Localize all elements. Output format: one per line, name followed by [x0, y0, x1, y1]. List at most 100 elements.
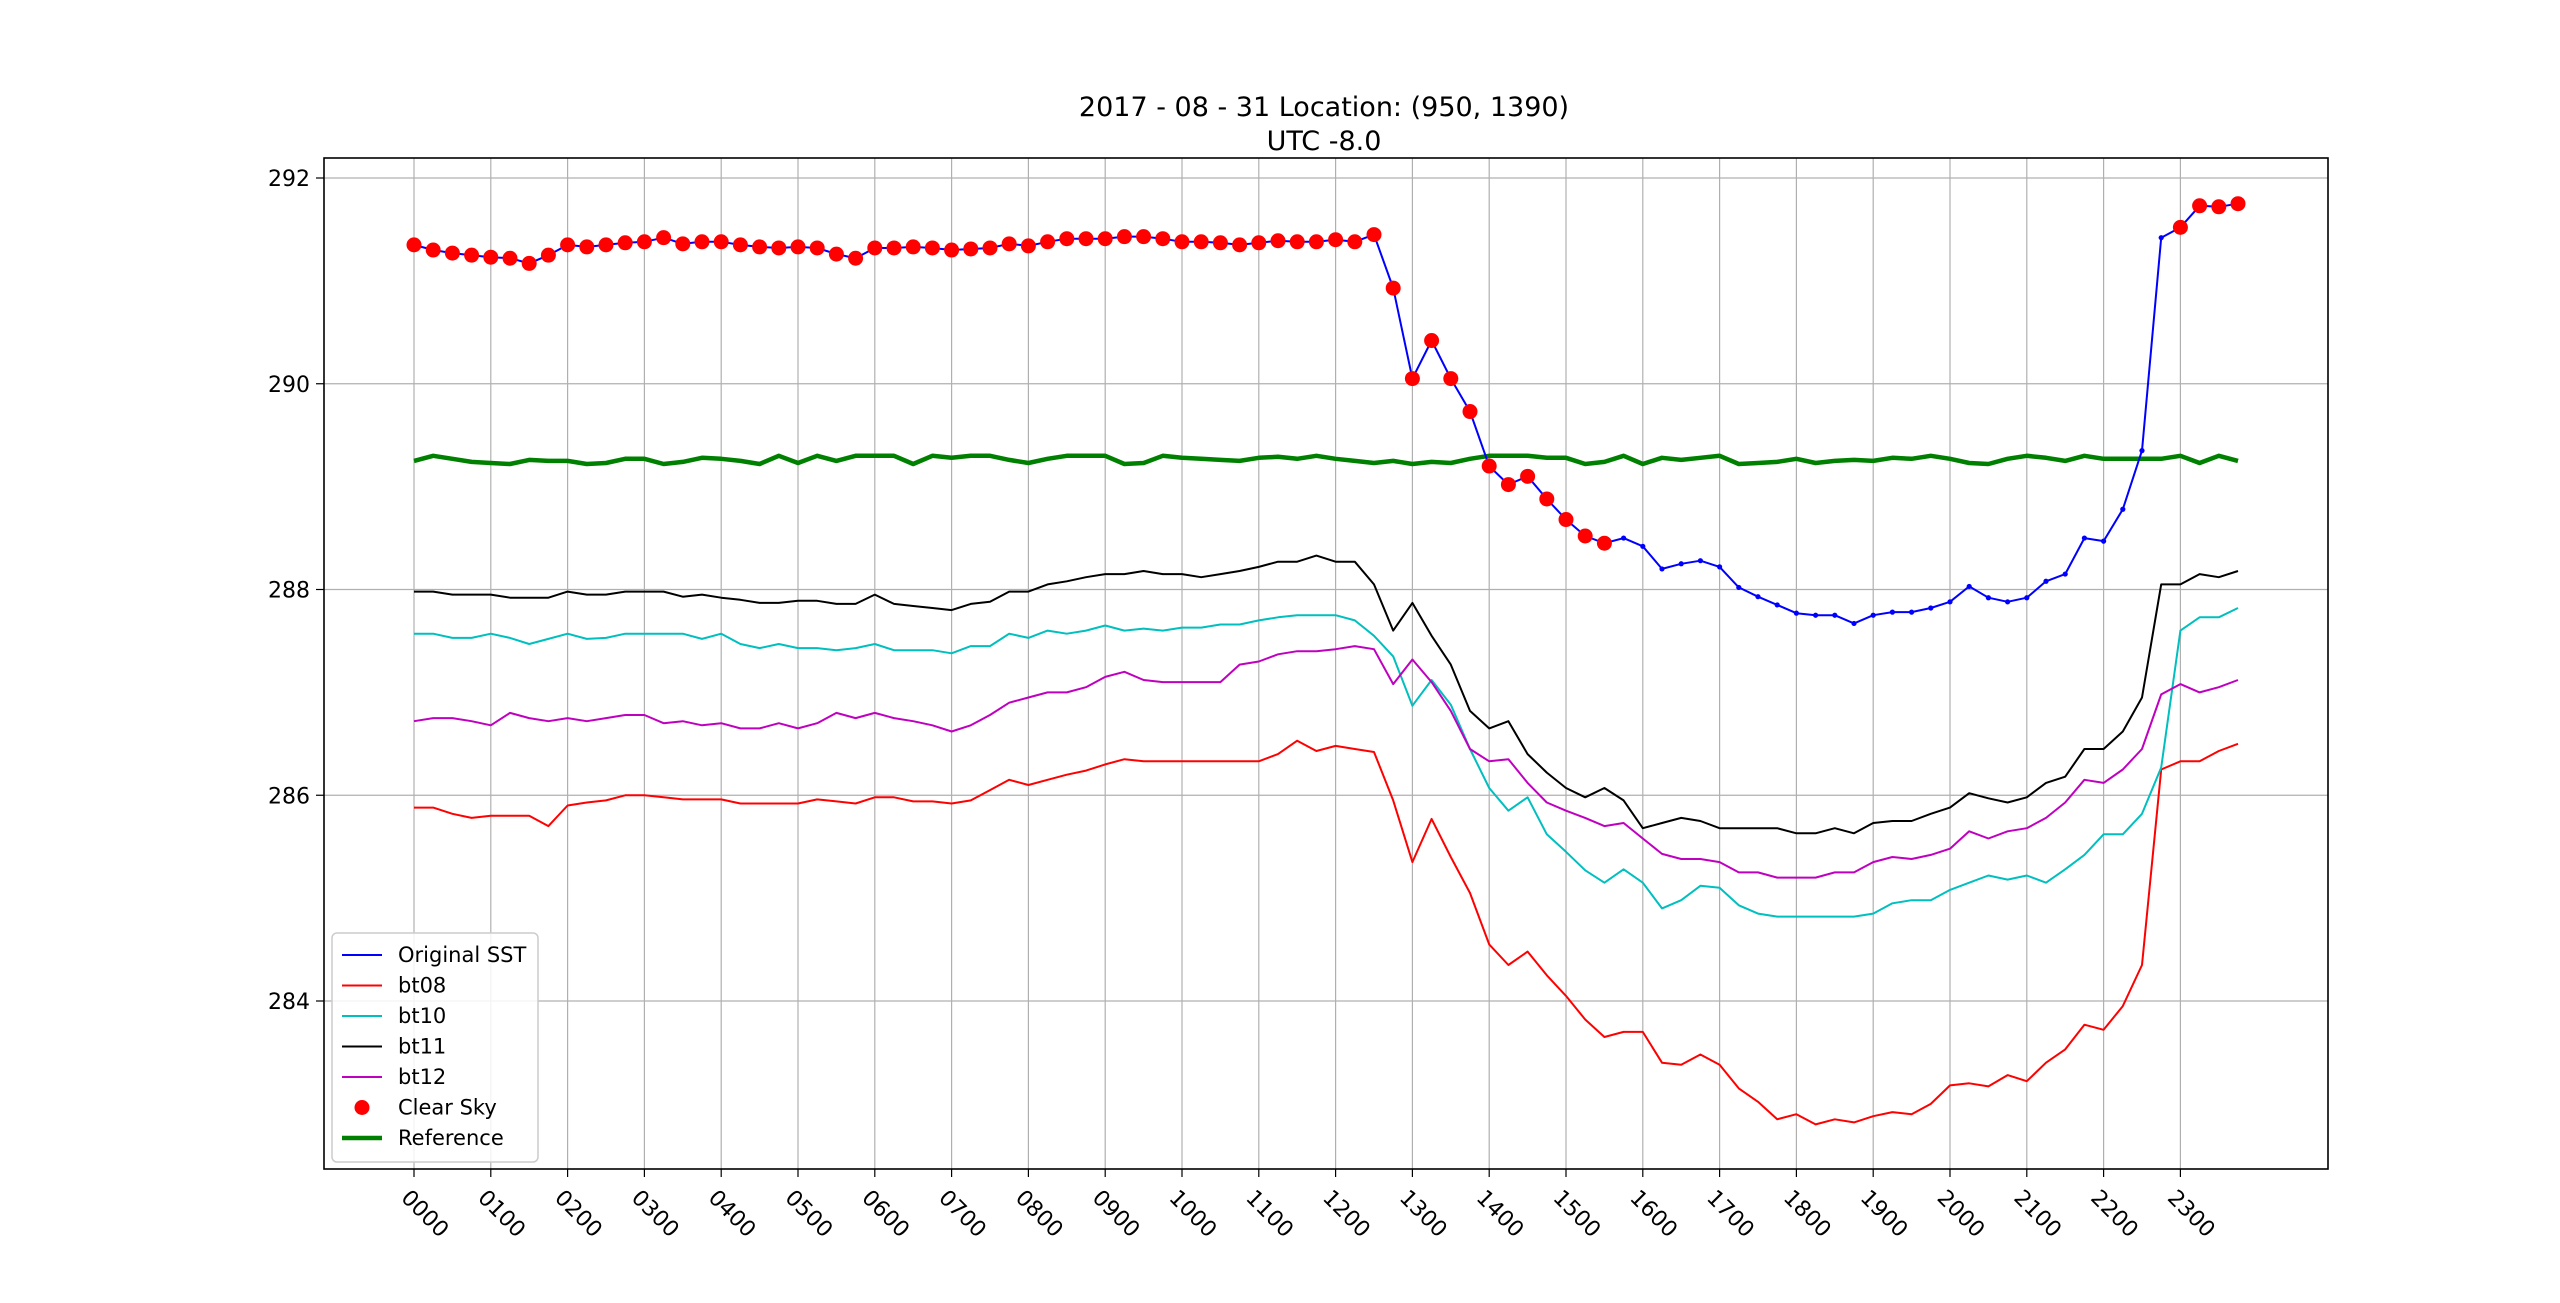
- clear-sky-point: [1558, 512, 1574, 528]
- clear-sky-point: [1289, 234, 1305, 250]
- clear-sky-point: [982, 240, 998, 256]
- clear-sky-point: [617, 235, 633, 251]
- clear-sky-point: [1174, 234, 1190, 250]
- clear-sky-point: [502, 250, 518, 266]
- clear-sky-point: [656, 230, 672, 246]
- original-sst-point: [2043, 578, 2049, 584]
- original-sst-point: [1832, 612, 1838, 618]
- clear-sky-point: [675, 236, 691, 252]
- original-sst-point: [2062, 571, 2068, 577]
- clear-sky-point: [579, 239, 595, 255]
- clear-sky-point: [809, 240, 825, 256]
- clear-sky-point: [886, 240, 902, 256]
- chart-title: 2017 - 08 - 31 Location: (950, 1390): [1079, 92, 1569, 123]
- clear-sky-point: [1577, 528, 1593, 544]
- clear-sky-point: [2211, 199, 2227, 215]
- original-sst-point: [2005, 599, 2011, 605]
- clear-sky-point: [1462, 404, 1478, 420]
- clear-sky-point: [1328, 232, 1344, 248]
- clear-sky-point: [1347, 234, 1363, 250]
- original-sst-point: [2158, 235, 2164, 241]
- clear-sky-point: [1404, 371, 1420, 387]
- original-sst-point: [1851, 620, 1857, 627]
- clear-sky-point: [924, 240, 940, 256]
- original-sst-point: [1678, 561, 1684, 567]
- original-sst-point: [1889, 609, 1895, 615]
- clear-sky-point: [1251, 235, 1267, 251]
- original-sst-point: [1697, 558, 1703, 564]
- clear-sky-point: [694, 234, 710, 250]
- clear-sky-point: [1097, 231, 1113, 247]
- y-tick-label: 290: [268, 373, 310, 398]
- y-tick-label: 284: [268, 990, 310, 1015]
- original-sst-point: [1947, 599, 1953, 605]
- clear-sky-point: [425, 242, 441, 258]
- clear-sky-point: [1270, 233, 1286, 249]
- original-sst-point: [1870, 612, 1876, 618]
- y-tick-label: 286: [268, 784, 310, 809]
- clear-sky-point: [713, 234, 729, 250]
- clear-sky-point: [406, 237, 422, 253]
- bt11-line: [414, 554, 2239, 835]
- clear-sky-point: [560, 237, 576, 253]
- original-sst-point: [2024, 595, 2030, 601]
- y-tick-label: 292: [268, 167, 310, 192]
- original-sst-point: [2081, 535, 2087, 541]
- clear-sky-point: [1366, 227, 1382, 243]
- clear-sky-point: [598, 237, 614, 253]
- original-sst-point: [1793, 610, 1799, 616]
- clear-sky-point: [1481, 458, 1497, 474]
- clear-sky-point: [1443, 371, 1459, 387]
- clear-sky-point: [540, 247, 556, 263]
- y-tick-label: 288: [268, 579, 310, 604]
- clear-sky-point: [1212, 235, 1228, 251]
- original-sst-point: [1909, 609, 1915, 615]
- clear-sky-point: [1539, 491, 1555, 507]
- original-sst-point: [1985, 595, 1991, 601]
- clear-sky-point: [867, 240, 883, 256]
- original-sst-point: [1640, 543, 1646, 549]
- original-sst-point: [2101, 538, 2107, 544]
- reference-line: [413, 453, 2239, 467]
- clear-sky-point: [2192, 198, 2208, 214]
- clear-sky-point: [1116, 229, 1132, 245]
- bt12-line: [413, 645, 2239, 879]
- original-sst-point: [1966, 583, 1972, 590]
- clear-sky-point: [905, 239, 921, 255]
- clear-sky-point: [1059, 231, 1075, 247]
- clear-sky-point: [1424, 333, 1440, 349]
- clear-sky-point: [1193, 234, 1209, 250]
- legend-label: bt12: [398, 1065, 446, 1089]
- clear-sky-point: [752, 239, 768, 255]
- clear-sky-point: [963, 241, 979, 257]
- legend-label: Original SST: [398, 943, 527, 967]
- clear-sky-point: [1001, 236, 1017, 252]
- clear-sky-point: [1308, 234, 1324, 250]
- plot-frame: [323, 157, 2329, 1170]
- clear-sky-point: [790, 239, 806, 255]
- legend-label: Clear Sky: [398, 1096, 497, 1120]
- grid-lines: [324, 158, 2328, 1169]
- original-sst-point: [1736, 584, 1742, 591]
- original-sst-point: [1755, 594, 1761, 600]
- clear-sky-point: [1078, 231, 1094, 247]
- plot-series: [406, 196, 2246, 1126]
- legend-label: bt10: [398, 1004, 446, 1028]
- clear-sky-point: [1520, 468, 1536, 484]
- original-sst-point: [2120, 506, 2126, 512]
- original-sst-point: [1813, 612, 1819, 618]
- original-sst-point: [1621, 535, 1627, 541]
- original-sst-point: [1659, 566, 1665, 572]
- clear-sky-point: [1232, 237, 1248, 253]
- clear-sky-point: [1020, 238, 1036, 254]
- legend-label: bt11: [398, 1035, 446, 1059]
- original-sst-point: [2139, 448, 2145, 454]
- clear-sky-point: [944, 242, 960, 258]
- clear-sky-point: [444, 245, 460, 261]
- legend-label: Reference: [398, 1126, 504, 1150]
- clear-sky-point: [1500, 477, 1516, 493]
- legend-clear-sky-marker: [354, 1100, 370, 1115]
- clear-sky-point: [771, 240, 787, 256]
- clear-sky-point: [1136, 229, 1152, 245]
